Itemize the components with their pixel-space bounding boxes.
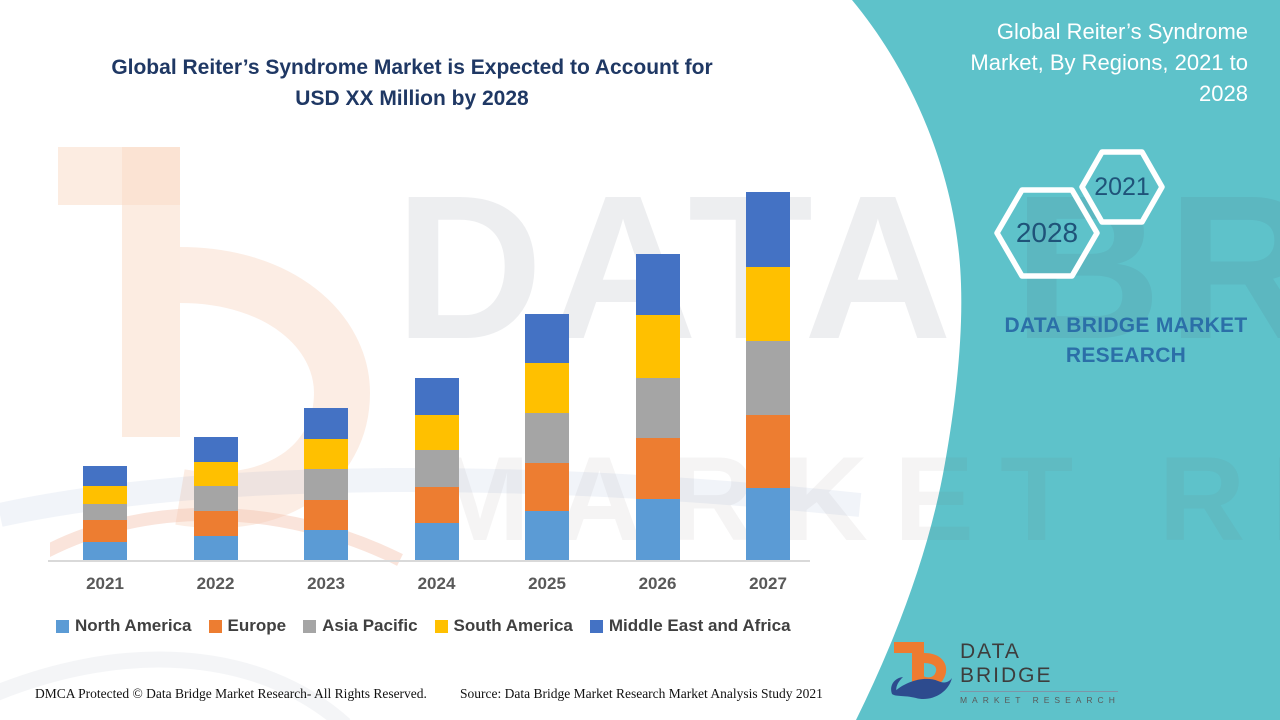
bar-segment-middle-east-and-africa (635, 254, 680, 315)
x-axis-label-2026: 2026 (638, 574, 677, 593)
logo-sub-text: MARKET RESEARCH (959, 694, 1120, 705)
legend-swatch-north-america (56, 619, 69, 633)
legend-label-south-america: South America (453, 616, 573, 635)
x-axis-labels: 2021 2022 2023 2024 2025 2026 2027 (50, 574, 820, 598)
bar-segment-north-america (635, 499, 680, 561)
dbmr-logo-mark (891, 642, 952, 700)
legend-label-asia-pacific: Asia Pacific (322, 616, 418, 635)
bar-segment-europe (635, 438, 680, 499)
logo-brand-text: DATA BRIDGE (959, 639, 1053, 687)
bar-segment-middle-east-and-africa (304, 408, 348, 439)
x-axis-label-2024: 2024 (417, 574, 456, 593)
chart-title: Global Reiter’s Syndrome Market is Expec… (42, 52, 782, 114)
bar-segment-north-america (746, 488, 790, 561)
legend-item-middle-east-and-africa: Middle East and Africa (589, 616, 791, 636)
bar-segment-asia-pacific (525, 413, 569, 463)
bar-segment-asia-pacific (746, 341, 790, 415)
hexagon-year-2021: 2021 (1094, 173, 1150, 201)
bar-2023 (304, 408, 348, 561)
bar-2022 (193, 437, 238, 561)
brand-caption: DATA BRIDGE MARKET RESEARCH (1004, 314, 1248, 367)
hexagon-year-2028: 2028 (1015, 217, 1079, 248)
legend-item-europe: Europe (208, 616, 287, 636)
bar-2021 (83, 466, 127, 561)
hexagon-2028 (994, 187, 1100, 279)
bar-segment-asia-pacific (304, 469, 348, 500)
footer-dmca: DMCA Protected © Data Bridge Market Rese… (35, 686, 427, 701)
x-axis-label-2025: 2025 (528, 574, 566, 593)
side-panel-heading: Global Reiter’s Syndrome Market, By Regi… (970, 19, 1248, 106)
chart-title-line2: USD XX Million by 2028 (295, 87, 529, 110)
legend-swatch-asia-pacific (303, 619, 317, 633)
legend-label-north-america: North America (75, 616, 192, 635)
bar-segment-europe (746, 415, 790, 488)
x-axis-line (48, 560, 810, 562)
bar-segment-europe (83, 520, 127, 542)
bar-segment-north-america (193, 536, 238, 561)
bar-segment-north-america (525, 511, 569, 561)
hexagon-badges (994, 149, 1165, 279)
bar-segment-middle-east-and-africa (83, 466, 127, 486)
footer-source: Source: Data Bridge Market Research Mark… (460, 686, 823, 701)
bar-2025 (525, 314, 569, 561)
bar-chart (50, 180, 820, 561)
bar-segment-asia-pacific (83, 504, 127, 520)
x-axis-label-2027: 2027 (749, 574, 787, 593)
chart-legend: North America Europe Asia Pacific South Ame… (56, 616, 836, 636)
x-axis-label-2022: 2022 (196, 574, 235, 593)
bar-segment-south-america (635, 315, 680, 378)
legend-label-europe: Europe (227, 616, 287, 635)
bar-segment-south-america (83, 486, 127, 504)
hexagon-2021 (1079, 149, 1165, 225)
bar-segment-south-america (414, 415, 459, 450)
bar-segment-middle-east-and-africa (525, 314, 569, 363)
bar-segment-south-america (304, 439, 348, 469)
bar-segment-europe (193, 511, 238, 536)
bar-segment-europe (414, 487, 459, 523)
logo-divider (959, 690, 1118, 692)
bar-2024 (414, 378, 459, 561)
dbmr-logo: DATA BRIDGE MARKET RESEARCH (890, 633, 1120, 711)
x-axis-label-2021: 2021 (86, 574, 124, 593)
legend-item-asia-pacific: Asia Pacific (303, 616, 418, 636)
bar-segment-middle-east-and-africa (414, 378, 459, 415)
bar-segment-europe (525, 463, 569, 511)
bar-segment-north-america (304, 530, 348, 561)
bar-segment-south-america (193, 462, 238, 486)
bar-segment-asia-pacific (414, 450, 459, 487)
legend-swatch-south-america (434, 619, 448, 633)
bar-segment-north-america (83, 542, 127, 561)
bar-2026 (635, 254, 680, 561)
legend-swatch-europe (208, 619, 222, 633)
bar-segment-middle-east-and-africa (746, 192, 790, 267)
legend-item-north-america: North America (56, 616, 192, 636)
bar-segment-south-america (525, 363, 569, 413)
bar-segment-south-america (746, 267, 790, 341)
bar-2027 (746, 192, 790, 561)
x-axis-label-2023: 2023 (307, 574, 345, 593)
legend-label-middle-east-and-africa: Middle East and Africa (608, 616, 791, 635)
bar-segment-asia-pacific (193, 486, 238, 511)
bar-segment-europe (304, 500, 348, 530)
legend-swatch-middle-east-and-africa (589, 619, 603, 633)
bar-segment-middle-east-and-africa (193, 437, 238, 462)
bar-segment-north-america (414, 523, 459, 561)
chart-title-line1: Global Reiter’s Syndrome Market is Expec… (111, 56, 713, 79)
bar-segment-asia-pacific (635, 378, 680, 438)
legend-item-south-america: South America (434, 616, 573, 636)
